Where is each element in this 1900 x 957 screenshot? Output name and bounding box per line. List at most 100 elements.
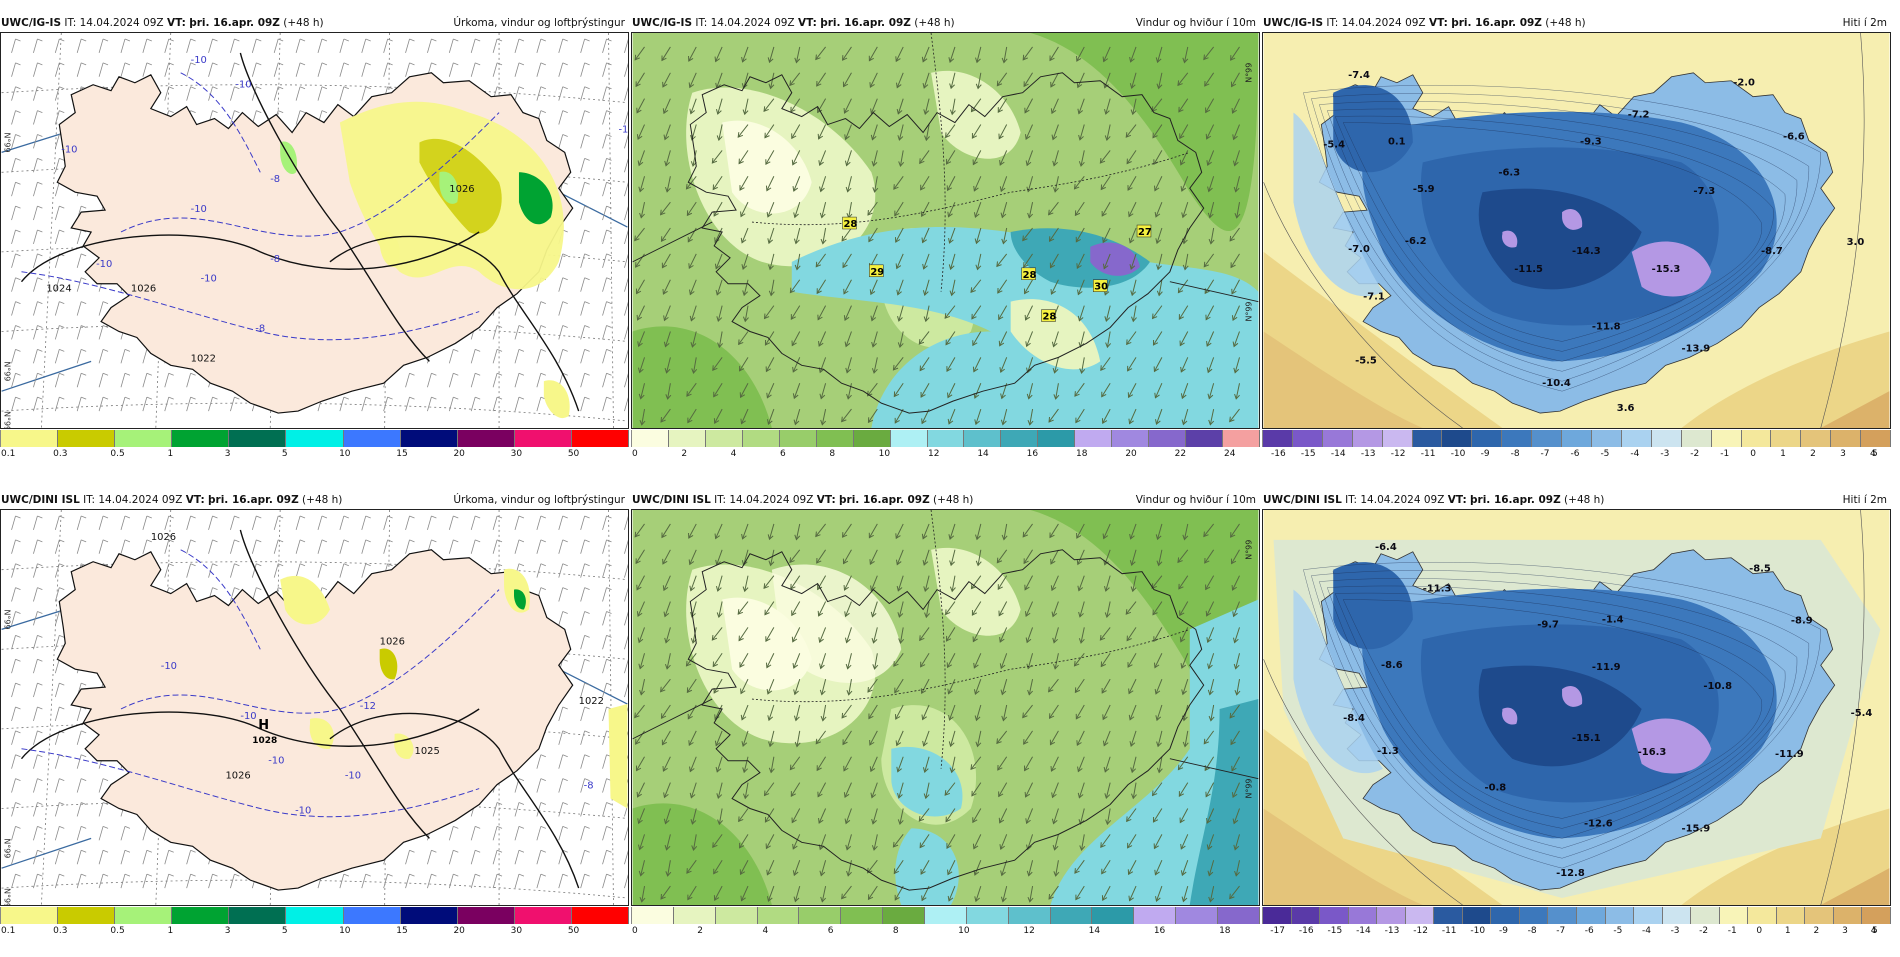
latitude-label: N°99: [1244, 779, 1253, 799]
model-name: UWC/IG-IS: [1263, 17, 1324, 29]
temperature-label: -7.3: [1693, 186, 1715, 197]
product-title: Vindur og hviður í 10m: [1135, 494, 1256, 506]
scale-tick-label: -6: [1570, 449, 1580, 459]
scale-tick-label: 3: [224, 926, 231, 936]
scale-swatch: [1001, 430, 1039, 447]
scale-swatch: [1348, 907, 1378, 924]
scale-tick-label: 8: [829, 449, 836, 459]
contour-label: -10: [96, 259, 112, 270]
contour-label: 1022: [191, 353, 216, 364]
scale-swatch: [1861, 430, 1892, 447]
temperature-label: -12.6: [1584, 818, 1613, 829]
scale-swatch: [514, 430, 572, 447]
map-panel-p-ig-precip: UWC/IG-IS IT: 14.04.2024 09Z VT: þri. 16…: [0, 15, 630, 480]
scale-swatch: [1075, 430, 1113, 447]
map-frame: -7.4 -5.4 0.1 -5.9 -6.3 -9.3 -7.2 -2.0 -6.6 -7.3 -…: [1262, 32, 1891, 429]
scale-swatch: [1634, 907, 1663, 924]
scale-swatch: [742, 430, 780, 447]
scale-swatch: [1412, 430, 1443, 447]
scale-tick-label: -4: [1641, 926, 1651, 936]
scale-tick-label: 0.5: [110, 449, 125, 459]
scale-tick-label: -13: [1384, 926, 1400, 936]
scale-swatch: [1186, 430, 1223, 447]
header-left: UWC/IG-IS IT: 14.04.2024 09Z VT: þri. 16…: [1263, 15, 1586, 31]
gust-marker: [869, 264, 884, 278]
contour-label: -10: [345, 771, 361, 782]
panel-header: UWC/IG-IS IT: 14.04.2024 09Z VT: þri. 16…: [631, 15, 1260, 31]
scale-swatch: [1320, 907, 1349, 924]
scale-tick-label: 16: [1153, 926, 1166, 936]
scale-swatch: [1605, 907, 1635, 924]
scale-swatch: [286, 907, 344, 924]
scale-swatch: [1801, 430, 1832, 447]
product-title: Hiti í 2m: [1842, 17, 1887, 29]
contour-label: 1024: [46, 284, 71, 295]
scale-swatch: [514, 907, 572, 924]
scale-tick-label: 50: [567, 449, 580, 459]
contour-label: 1026: [131, 284, 156, 295]
scale-tick-label: 10: [339, 449, 351, 459]
header-left: UWC/DINI ISL IT: 14.04.2024 09Z VT: þri.…: [1263, 492, 1604, 508]
scale-tick-label: 50: [567, 926, 580, 936]
gust-label: 30: [1094, 282, 1108, 293]
color-scale-ticks: 0.1 0.3 0.5 1 3 5 10 15 20 30 50: [0, 925, 629, 937]
color-scale-ticks: 0 2 4 6 8 10 12 14 16 18 20 22 24: [631, 448, 1260, 460]
scale-swatch: [1352, 430, 1383, 447]
temperature-label: -10.8: [1703, 681, 1732, 692]
scale-tick-label: 0: [1756, 926, 1763, 936]
scale-tick-label: 0: [1750, 449, 1756, 459]
scale-tick-label: 14: [1088, 926, 1101, 936]
scale-swatch: [1591, 430, 1622, 447]
temperature-label: -11.9: [1775, 749, 1804, 760]
scale-tick-label: 3: [1842, 926, 1848, 936]
scale-swatch: [172, 907, 230, 924]
gust-marker: [1021, 267, 1036, 280]
scale-tick-label: 4: [1870, 926, 1877, 936]
scale-swatch: [229, 430, 287, 447]
scale-swatch: [799, 907, 842, 924]
contour-label: -10: [240, 711, 256, 722]
gust-label: 28: [1043, 312, 1057, 323]
scale-tick-label: -3: [1660, 449, 1670, 459]
temperature-label: -8.6: [1381, 660, 1403, 671]
scale-tick-label: 8: [892, 926, 899, 936]
contour-label: -12: [360, 701, 376, 712]
scale-tick-label: -6: [1584, 926, 1594, 936]
vt-label: VT:: [185, 494, 205, 506]
temperature-label: 0.1: [1388, 136, 1406, 147]
panel-header: UWC/DINI ISL IT: 14.04.2024 09Z VT: þri.…: [631, 492, 1260, 508]
contour-label: 1022: [579, 696, 604, 707]
scale-tick-label: 4: [730, 449, 737, 459]
scale-tick-label: 0.3: [53, 926, 68, 936]
lead-time: (+48 h): [1564, 494, 1605, 506]
scale-tick-label: 0.1: [1, 926, 16, 936]
scale-swatch: [1263, 907, 1292, 924]
color-scale-bar: [631, 907, 1260, 924]
temperature-label: -6.6: [1783, 131, 1805, 142]
vt-value: þri. 16.apr. 09Z: [1451, 17, 1542, 29]
scale-tick-label: 20: [1125, 449, 1137, 459]
scale-swatch: [1748, 907, 1777, 924]
temperature-label: -11.5: [1514, 264, 1543, 275]
scale-tick-label: 1: [167, 449, 174, 459]
scale-tick-label: 3: [1840, 449, 1846, 459]
contour-label: 1026: [225, 771, 250, 782]
product-title: Hiti í 2m: [1842, 494, 1887, 506]
scale-tick-label: -11: [1420, 449, 1436, 459]
scale-tick-label: -13: [1360, 449, 1376, 459]
contour-label: 1026: [380, 636, 405, 647]
latitude-label: N°99: [3, 411, 12, 428]
it-value: 14.04.2024 09Z: [1360, 494, 1445, 506]
scale-swatch: [853, 430, 891, 447]
product-title: Vindur og hviður í 10m: [1135, 17, 1256, 29]
scale-tick-label: -5: [1613, 926, 1623, 936]
contour-label: 1025: [414, 746, 439, 757]
gust-marker: [1093, 279, 1108, 292]
scale-tick-label: 10: [958, 926, 970, 936]
scale-swatch: [1502, 430, 1533, 447]
scale-tick-label: -15: [1327, 926, 1343, 936]
gust-label: 28: [1023, 270, 1037, 281]
color-scale-ticks: -16 -15 -14 -13 -12 -11 -10 -9 -8 -7 -6 -5 -4 -3 -2 -1 0…: [1262, 448, 1891, 460]
temperature-label: -7.1: [1363, 292, 1385, 303]
vt-value: þri. 16.apr. 09Z: [208, 494, 299, 506]
